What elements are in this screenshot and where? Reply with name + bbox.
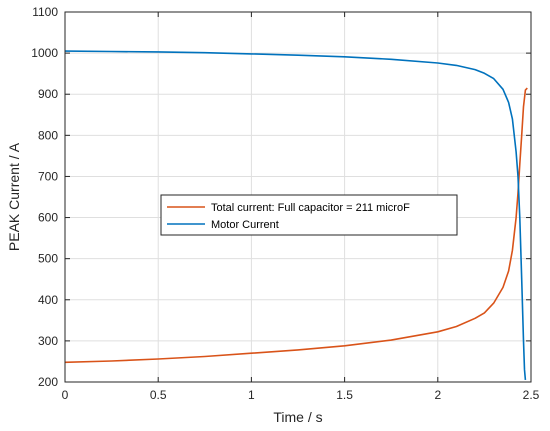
y-axis-label: PEAK Current / A [6, 142, 22, 251]
y-tick-label: 1000 [31, 46, 58, 60]
x-tick-label: 0 [62, 388, 69, 402]
y-axis-ticks: 200 300 400 500 600 700 800 900 1000 1100 [31, 5, 531, 389]
x-tick-label: 2 [434, 388, 441, 402]
series-line-1 [64, 50, 527, 380]
y-tick-label: 500 [38, 252, 58, 266]
series-line-0 [64, 87, 528, 364]
series-group [64, 50, 528, 380]
y-tick-label: 800 [38, 128, 58, 142]
y-tick-label: 600 [38, 211, 58, 225]
x-tick-label: 0.5 [150, 388, 167, 402]
y-tick-label: 200 [38, 375, 58, 389]
x-tick-label: 2.5 [523, 388, 540, 402]
y-tick-label: 700 [38, 169, 58, 183]
x-tick-label: 1 [248, 388, 255, 402]
legend-box [160, 194, 458, 236]
x-axis-label: Time / s [273, 409, 322, 425]
y-tick-label: 900 [38, 87, 58, 101]
legend-label-1: Motor Current [211, 219, 279, 231]
y-tick-label: 1100 [32, 5, 58, 19]
y-tick-label: 400 [38, 293, 58, 307]
legend-label-0: Total current: Full capacitor = 211 micr… [211, 202, 410, 214]
axes-box [64, 11, 532, 383]
legend: Total current: Full capacitor = 211 micr… [160, 194, 458, 236]
x-tick-label: 1.5 [336, 388, 353, 402]
y-tick-label: 300 [38, 334, 58, 348]
x-axis-ticks: 0 0.5 1 1.5 2 2.5 [62, 12, 540, 402]
